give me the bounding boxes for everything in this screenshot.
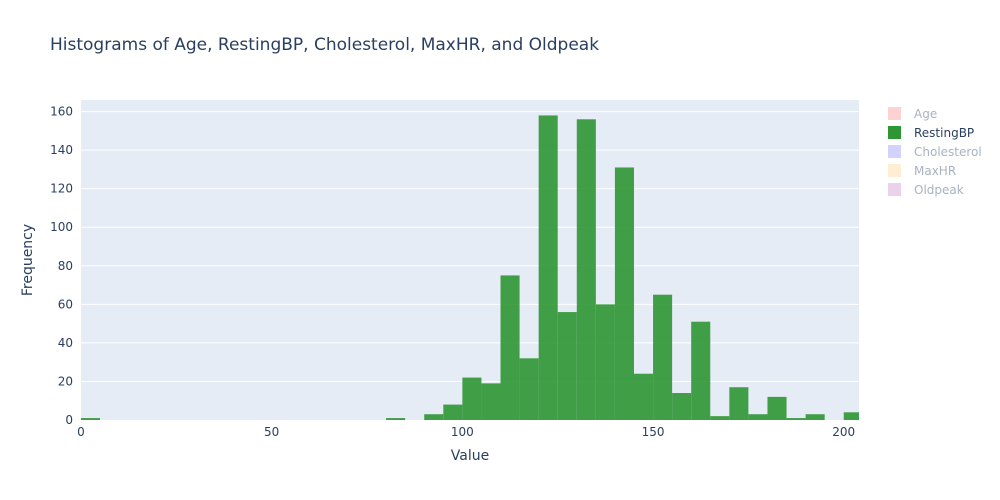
histogram-bar[interactable] (710, 416, 730, 420)
histogram-bar[interactable] (843, 412, 859, 420)
y-tick-label: 160 (50, 105, 73, 119)
legend-item-oldpeak[interactable]: Oldpeak (888, 183, 964, 197)
chart-title: Histograms of Age, RestingBP, Cholestero… (50, 35, 599, 55)
legend-swatch (888, 126, 901, 139)
histogram-bar[interactable] (576, 119, 596, 421)
legend-label: RestingBP (914, 126, 974, 140)
x-tick-label: 0 (77, 425, 85, 439)
y-tick-label: 120 (50, 182, 73, 196)
histogram-bar[interactable] (443, 404, 463, 420)
legend-label: Cholesterol (914, 145, 982, 159)
gridlines (81, 111, 859, 382)
histogram-bar[interactable] (386, 418, 406, 420)
legend-label: Age (914, 107, 937, 121)
x-axis-ticks: 0 50 100 150 200 (77, 425, 855, 439)
legend-swatch (888, 107, 901, 120)
histogram-bar[interactable] (748, 414, 768, 420)
histogram-bar[interactable] (557, 312, 577, 420)
histogram-bar[interactable] (672, 393, 692, 420)
histogram-bar[interactable] (767, 396, 787, 420)
y-tick-label: 100 (50, 220, 73, 234)
histogram-bar[interactable] (424, 414, 444, 420)
restingbp-bars[interactable] (81, 115, 859, 421)
legend-item-age[interactable]: Age (888, 107, 937, 121)
x-tick-label: 100 (451, 425, 474, 439)
legend-swatch (888, 164, 901, 177)
histogram-bar[interactable] (653, 294, 673, 420)
histogram-bar[interactable] (519, 358, 539, 420)
histogram-bar[interactable] (691, 321, 711, 420)
y-tick-label: 140 (50, 143, 73, 157)
histogram-bar[interactable] (481, 383, 501, 420)
x-tick-label: 50 (264, 425, 279, 439)
histogram-bar[interactable] (786, 418, 806, 420)
legend-item-restingbp[interactable]: RestingBP (888, 126, 974, 140)
legend-label: MaxHR (914, 164, 956, 178)
x-tick-label: 200 (832, 425, 855, 439)
legend-item-maxhr[interactable]: MaxHR (888, 164, 956, 178)
histogram-bar[interactable] (595, 304, 615, 420)
y-axis-ticks: 0 20 40 60 80 100 120 140 160 (50, 105, 73, 427)
histogram-bar[interactable] (614, 167, 634, 420)
y-tick-label: 0 (65, 413, 73, 427)
y-tick-label: 80 (58, 259, 73, 273)
legend: Age RestingBP Cholesterol MaxHR Oldpeak (888, 107, 982, 197)
x-tick-label: 150 (642, 425, 665, 439)
y-tick-label: 40 (58, 336, 73, 350)
x-axis-title: Value (451, 448, 489, 464)
histogram-bar[interactable] (81, 418, 101, 420)
histogram-bar[interactable] (462, 377, 482, 420)
legend-label: Oldpeak (914, 183, 964, 197)
legend-swatch (888, 145, 901, 158)
y-axis-title: Frequency (20, 224, 36, 296)
histogram-bar[interactable] (729, 387, 749, 420)
plot-area (81, 100, 859, 420)
y-tick-label: 20 (58, 374, 73, 388)
histogram-bar[interactable] (805, 414, 825, 420)
histogram-bar[interactable] (538, 115, 558, 420)
legend-item-cholesterol[interactable]: Cholesterol (888, 145, 982, 159)
histogram-bar[interactable] (633, 373, 654, 420)
y-tick-label: 60 (58, 297, 73, 311)
histogram-bar[interactable] (500, 275, 520, 420)
legend-swatch (888, 183, 901, 196)
